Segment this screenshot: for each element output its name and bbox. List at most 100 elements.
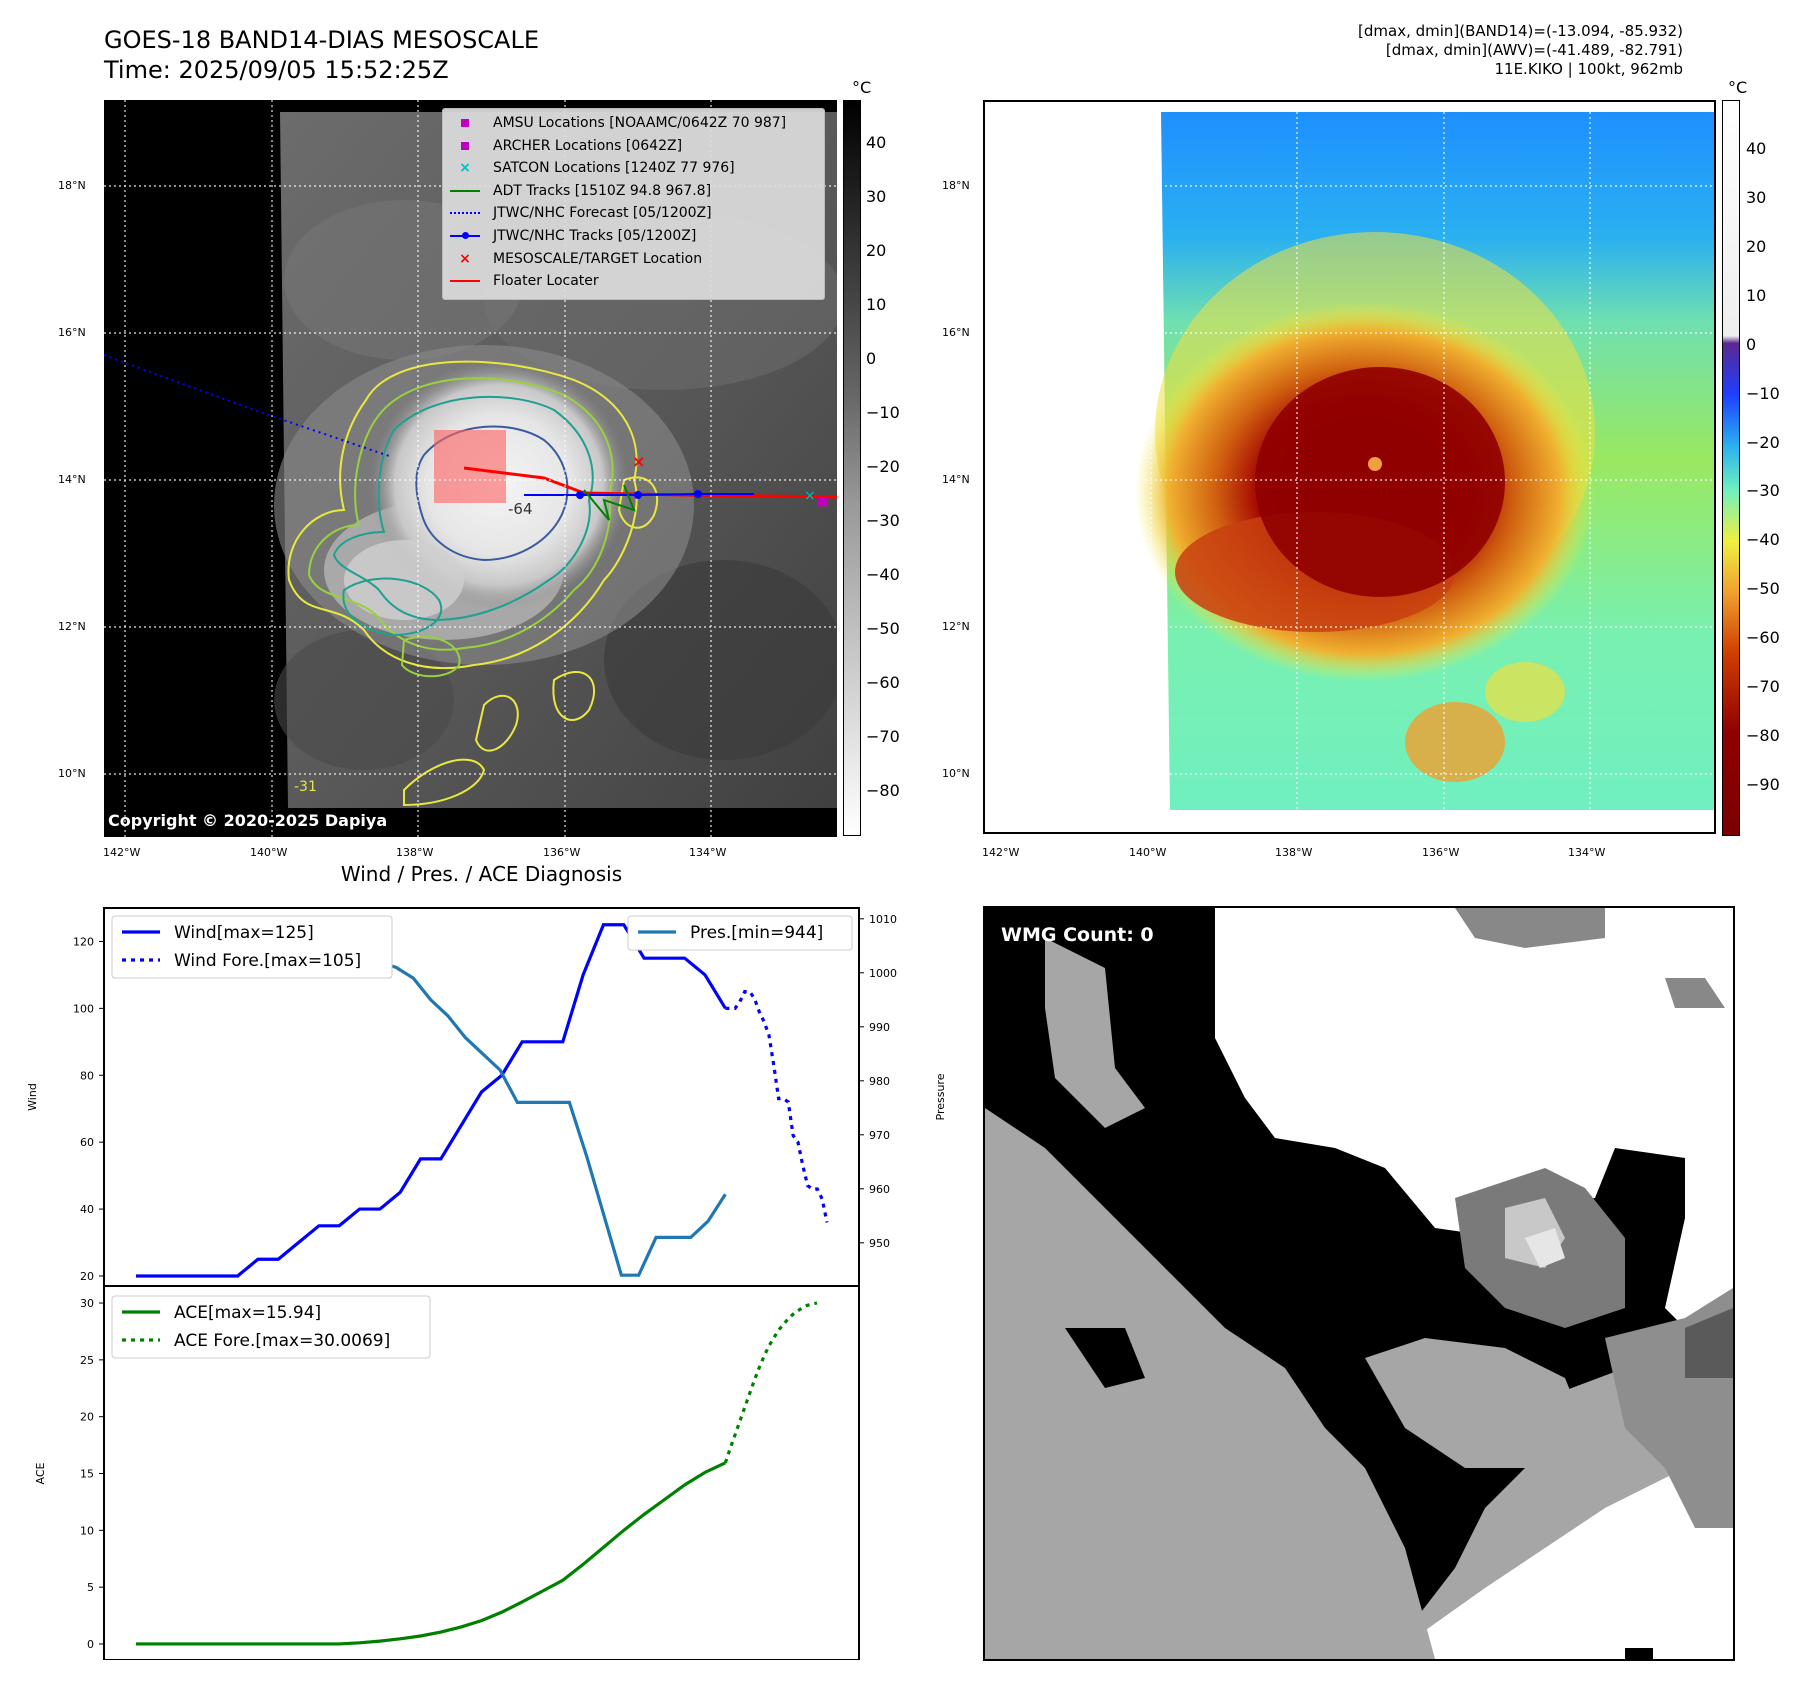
ace-ytick-label: 10 xyxy=(80,1524,94,1537)
band14-colorbar-tick: 30 xyxy=(866,187,887,207)
awv-colorbar-tick: −40 xyxy=(1746,530,1780,550)
ace-legend-label: ACE[max=15.94] xyxy=(174,1303,321,1323)
wmg-panel: WMG Count: 0 xyxy=(983,906,1735,1661)
band14-colorbar-tick: −20 xyxy=(866,457,900,476)
band14-colorbar-tick: −70 xyxy=(866,726,900,746)
ace-fore-legend-label: ACE Fore.[max=30.0069] xyxy=(174,1331,390,1351)
awv-lon-tick: 134°W xyxy=(1568,846,1606,859)
awv-colorbar-tick: 0 xyxy=(1746,334,1757,354)
band14-colorbar-tick: 40 xyxy=(866,133,887,153)
ace-ytick-label: 15 xyxy=(80,1468,94,1481)
awv-lon-tick: 136°W xyxy=(1422,846,1460,859)
awv-lon-tick: 142°W xyxy=(982,846,1020,859)
awv-colorbar-tick: −90 xyxy=(1746,775,1780,795)
wind-legend-label: Wind[max=125] xyxy=(174,923,314,943)
awv-lon-tick: 138°W xyxy=(1275,846,1313,859)
map-lat-tick: 16°N xyxy=(58,326,86,339)
map-lat-tick: 18°N xyxy=(58,179,86,192)
band14-map: × ■ × -64 -31 Copyright © 2020-2025 Dapi… xyxy=(104,100,837,837)
legend-label: MESOSCALE/TARGET Location xyxy=(493,250,703,267)
legend-swatch xyxy=(449,183,481,199)
awv-lat-tick: 12°N xyxy=(942,620,970,633)
band14-colorbar-tick: −50 xyxy=(866,618,900,638)
wind-series-line xyxy=(136,923,727,1278)
awv-colorbar-tick: 10 xyxy=(1746,285,1767,305)
info-storm: 11E.KIKO | 100kt, 962mb xyxy=(1494,60,1683,78)
legend-label: AMSU Locations [NOAAMC/0642Z 70 987] xyxy=(493,115,787,131)
ace-ytick-label: 30 xyxy=(80,1297,94,1310)
legend-entry: JTWC/NHC Forecast [05/1200Z] xyxy=(443,203,712,223)
pres-legend-label: Pres.[min=944] xyxy=(690,923,823,943)
band14-colorbar-tick: 10 xyxy=(866,295,887,315)
info-band14: [dmax, dmin](BAND14)=(-13.094, -85.932) xyxy=(1358,22,1683,40)
map-lat-tick: 12°N xyxy=(58,620,86,633)
legend-entry: ARCHER Locations [0642Z] xyxy=(443,136,682,156)
band14-colorbar-tick: −10 xyxy=(866,403,900,423)
legend-swatch: × xyxy=(459,250,471,267)
legend-entry: AMSU Locations [NOAAMC/0642Z 70 987] xyxy=(443,113,786,133)
awv-lat-tick: 18°N xyxy=(942,179,970,192)
legend-swatch: × xyxy=(459,160,471,177)
awv-colorbar-tick: 20 xyxy=(1746,236,1767,256)
legend-entry: Floater Locater xyxy=(443,271,599,291)
wind-axis-label: Wind xyxy=(26,1083,39,1111)
ace-ytick-label: 25 xyxy=(80,1354,94,1367)
contour-label-31: -31 xyxy=(294,779,317,795)
svg-text:■: ■ xyxy=(817,494,828,508)
awv-map xyxy=(983,100,1716,834)
legend-swatch xyxy=(449,228,481,244)
band14-colorbar-tick: −30 xyxy=(866,510,900,530)
legend-label: ADT Tracks [1510Z 94.8 967.8] xyxy=(493,182,712,199)
awv-colorbar-tick: −30 xyxy=(1746,481,1780,501)
legend-label: JTWC/NHC Tracks [05/1200Z] xyxy=(493,228,697,244)
awv-colorbar-tick: −60 xyxy=(1746,628,1780,648)
awv-colorbar-tick: 40 xyxy=(1746,138,1767,158)
awv-lat-tick: 16°N xyxy=(942,326,970,339)
band14-colorbar-tick: −60 xyxy=(866,672,900,692)
ace-forecast-line xyxy=(723,1301,818,1464)
map-lon-tick: 136°W xyxy=(543,846,581,859)
awv-lon-tick: 140°W xyxy=(1129,846,1167,859)
ace-legend-box xyxy=(111,1295,431,1359)
band14-colorbar-tick: 20 xyxy=(866,241,887,261)
pres-legend-box xyxy=(627,915,853,951)
ace-ytick-label: 5 xyxy=(87,1581,94,1594)
awv-colorbar xyxy=(1722,100,1740,836)
figure-time: Time: 2025/09/05 15:52:25Z xyxy=(104,56,449,84)
wmg-count-label: WMG Count: 0 xyxy=(1001,924,1154,946)
wind-fore-legend-label: Wind Fore.[max=105] xyxy=(174,951,361,971)
band14-colorbar-tick: −40 xyxy=(866,564,900,584)
awv-lat-tick: 14°N xyxy=(942,473,970,486)
awv-colorbar-tick: −50 xyxy=(1746,579,1780,599)
legend-label: Floater Locater xyxy=(493,273,599,290)
legend-swatch xyxy=(449,115,481,131)
diagnosis-title: Wind / Pres. / ACE Diagnosis xyxy=(340,862,623,886)
legend-entry: × MESOSCALE/TARGET Location xyxy=(443,249,702,269)
wind-ytick-label: 120 xyxy=(73,935,94,948)
map-legend: AMSU Locations [NOAAMC/0642Z 70 987] ARCH… xyxy=(442,108,825,300)
map-lon-tick: 140°W xyxy=(250,846,288,859)
awv-colorbar-tick: 30 xyxy=(1746,187,1767,207)
legend-swatch xyxy=(449,205,481,221)
pres-ytick-label: 990 xyxy=(869,1021,890,1034)
legend-label: ARCHER Locations [0642Z] xyxy=(493,137,683,154)
pres-ytick-label: 1010 xyxy=(869,913,897,926)
info-block: [dmax, dmin](BAND14)=(-13.094, -85.932) … xyxy=(1358,22,1683,79)
legend-label: SATCON Locations [1240Z 77 976] xyxy=(493,160,735,177)
copyright-label: Copyright © 2020-2025 Dapiya xyxy=(108,811,388,830)
wind-ytick-label: 20 xyxy=(80,1270,94,1283)
ace-axis-label: ACE xyxy=(34,1462,47,1484)
svg-text:×: × xyxy=(804,488,816,504)
ace-ytick-label: 20 xyxy=(80,1411,94,1424)
pres-ytick-label: 960 xyxy=(869,1183,890,1196)
awv-colorbar-unit: °C xyxy=(1728,78,1748,97)
awv-colorbar-tick: −80 xyxy=(1746,726,1780,746)
wind-legend: Wind[max=125] Wind Fore.[max=105] xyxy=(111,915,393,979)
awv-colorbar-tick: −70 xyxy=(1746,677,1780,697)
pres-axis-label: Pressure xyxy=(934,1073,947,1120)
figure-title: GOES-18 BAND14-DIAS MESOSCALE xyxy=(104,26,540,54)
pres-ytick-label: 980 xyxy=(869,1075,890,1088)
contour-label-64: -64 xyxy=(508,500,533,518)
map-lon-tick: 134°W xyxy=(689,846,727,859)
pres-ytick-label: 970 xyxy=(869,1129,890,1142)
